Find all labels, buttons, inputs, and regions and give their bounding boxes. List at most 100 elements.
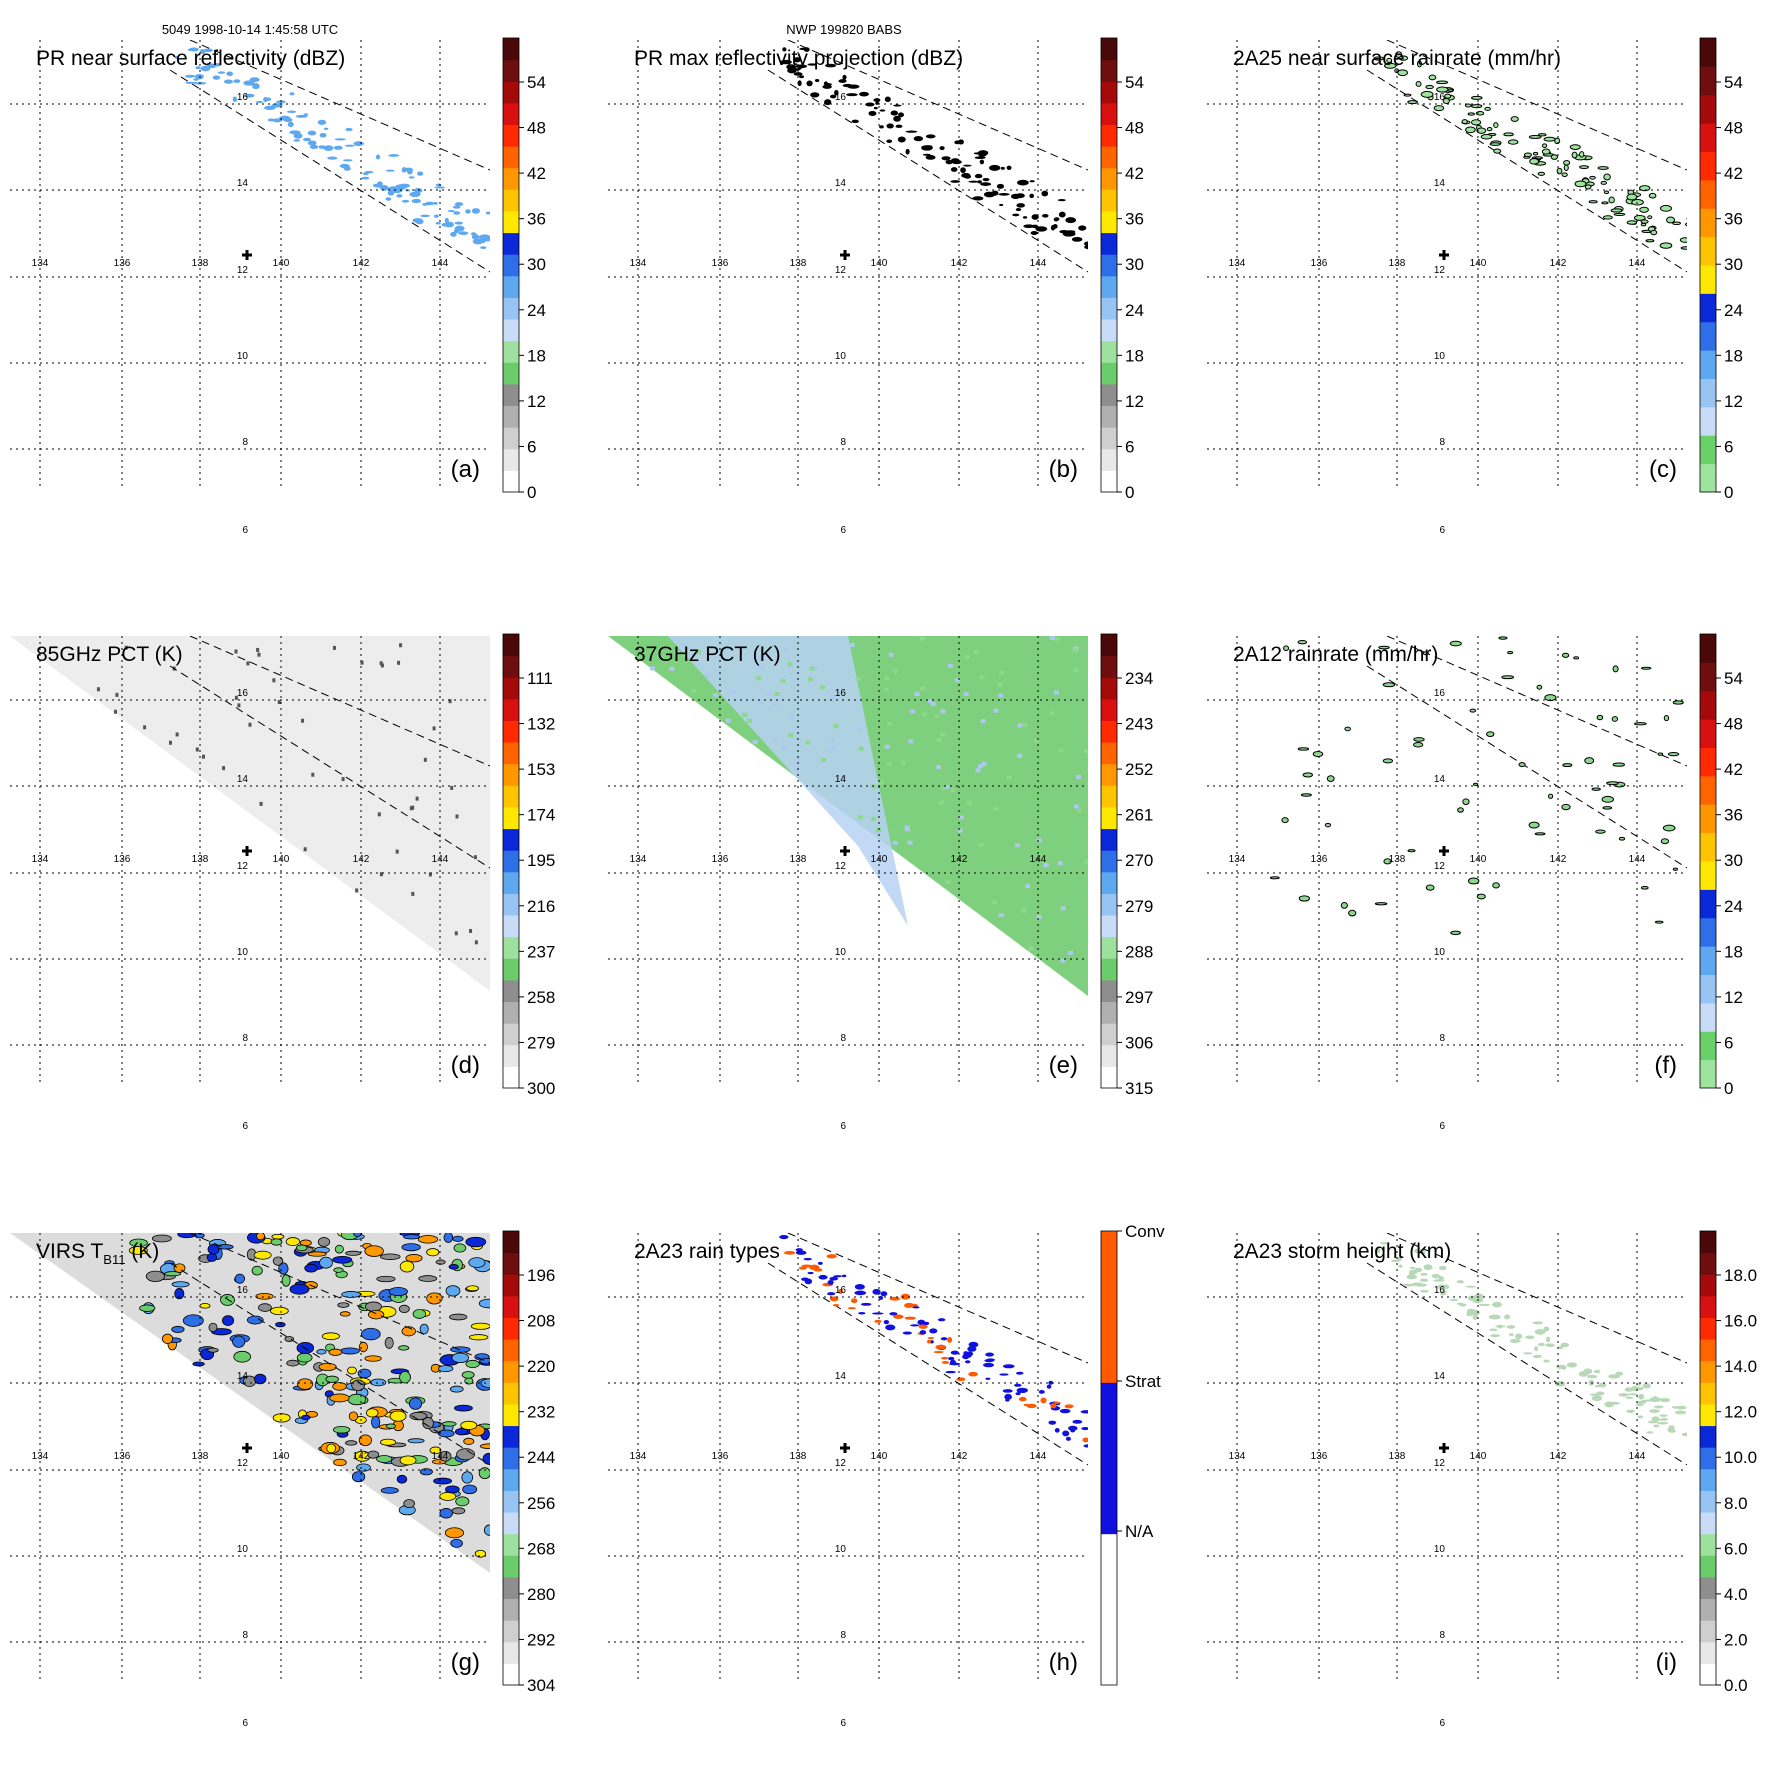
rain-echo [1072,1419,1083,1424]
colorbar-segment [503,1641,519,1664]
lon-label: 144 [432,258,449,269]
colorbar-segment [1101,742,1117,765]
colorbar-segment [1101,850,1117,873]
rain-echo [417,171,424,176]
lon-label: 142 [1550,258,1567,269]
colorbar-frame [502,37,520,493]
pct-cold-pixel [277,700,281,705]
colorbar-segment [1101,763,1117,786]
cloud-cell [426,1248,440,1257]
rain-echo [1054,1428,1060,1433]
rain-echo [1324,822,1332,828]
pct-cold-pixel [409,806,413,811]
colorbar-segment [1101,677,1117,700]
rain-echo [1016,203,1025,208]
map-panel-b: 134 136 138 140 142 144 16 14 12 10 8 6 PR max refle… [608,37,1144,536]
rain-echo [1428,74,1437,81]
colorbar-segment [1101,806,1117,830]
rain-echo [884,96,891,103]
pct-pixel [669,666,675,671]
colorbar-tick-label: 280 [527,1585,555,1604]
rain-echo [988,164,1001,171]
colorbar-tick-label: 243 [1125,715,1153,734]
rain-echo [1081,1427,1088,1431]
panel-label: (e) [1049,1052,1078,1079]
rain-echo [1601,795,1615,803]
pct-cold-pixel [222,766,226,771]
rain-echo [471,234,480,240]
rain-echo [1470,119,1482,126]
pct-cold-pixel [399,643,403,648]
colorbar-segment [1101,210,1117,234]
rain-echo [814,78,820,83]
pct-cold-pixel [332,645,336,650]
rain-echo [203,48,213,53]
colorbar-segment [1700,1468,1716,1491]
lon-label: 144 [1030,854,1047,865]
cloud-cell [171,1281,190,1288]
cloud-cell [206,1253,218,1262]
cloud-cell [370,1378,387,1387]
swath-edge-north [787,1233,1088,1364]
rain-echo [1382,682,1396,688]
rain-echo [1574,180,1587,188]
lat-label: 16 [1434,688,1446,699]
rain-echo [1071,236,1083,242]
rain-echo [799,47,808,51]
colorbar-segment [1700,804,1716,834]
pct-cold-pixel [259,801,263,806]
lon-label: 136 [712,854,729,865]
rain-echo [1478,1303,1491,1307]
rain-echo [895,124,903,128]
rain-echo [1587,1374,1598,1379]
lat-label: 6 [242,1121,248,1132]
pct-cold-pixel [473,855,477,860]
pct-pixel [893,669,899,674]
swath-edge-south [1366,69,1687,273]
rain-echo [1449,1298,1459,1302]
pct-cold-pixel [411,891,415,896]
tmi-swath [10,636,490,991]
rain-echo [1635,1403,1644,1407]
rain-echo [1425,884,1435,891]
rain-echo [1058,211,1066,218]
lon-label: 138 [790,854,807,865]
pct-pixel [794,766,800,771]
cloud-cell [232,1335,246,1348]
rain-echo [949,1359,956,1365]
rain-echo [185,81,197,84]
rain-echo [1005,1398,1010,1402]
rain-echo [795,1248,803,1252]
rain-echo [968,180,980,183]
lat-label: 8 [840,1630,846,1641]
rain-echo [1052,224,1058,229]
colorbar-segment [503,232,519,255]
pct-cold-pixel [474,940,478,945]
colorbar-segment [503,1403,519,1427]
colorbar-segment [503,427,519,450]
rain-echo [1529,158,1540,165]
colorbar-segment [1101,38,1117,61]
rain-echo [1608,1374,1621,1379]
swath-edge-south [169,1262,490,1466]
cloud-cell [480,1378,490,1389]
lon-label: 140 [871,258,888,269]
pct-cold-pixel [395,849,399,854]
rain-echo [797,80,802,87]
rain-echo [1053,1401,1061,1405]
pct-cool-region [668,636,908,926]
lon-label: 136 [712,258,729,269]
rain-echo [1639,206,1649,213]
cloud-cell [418,1275,438,1282]
cloud-cell [449,1385,464,1393]
colorbar-segment [1700,1031,1716,1061]
rain-echo [1528,821,1540,829]
rain-echo [893,1314,904,1319]
rain-echo [303,113,309,116]
colorbar-tick-label: 24 [1724,897,1743,916]
rain-echo [1518,762,1526,768]
cloud-cell [301,1414,311,1421]
rain-echo [434,186,446,189]
lon-label: 138 [790,1451,807,1462]
cloud-cell [455,1496,470,1507]
